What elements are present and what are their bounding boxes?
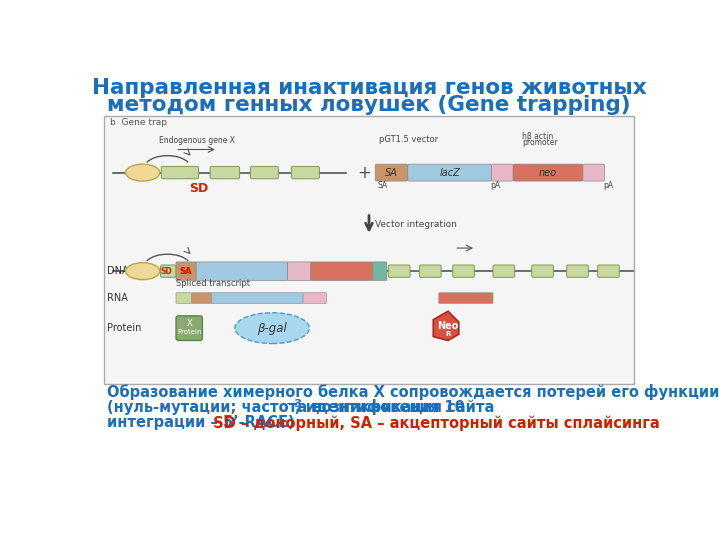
- FancyBboxPatch shape: [492, 164, 513, 181]
- FancyBboxPatch shape: [303, 293, 326, 303]
- FancyBboxPatch shape: [438, 293, 493, 303]
- Text: SA: SA: [377, 181, 387, 190]
- FancyBboxPatch shape: [176, 316, 202, 340]
- FancyBboxPatch shape: [287, 262, 311, 280]
- FancyBboxPatch shape: [532, 265, 554, 278]
- FancyBboxPatch shape: [375, 164, 408, 181]
- Text: DNA: DNA: [107, 266, 129, 276]
- FancyBboxPatch shape: [212, 293, 303, 303]
- Text: Protein: Protein: [107, 323, 141, 333]
- Text: RNA: RNA: [107, 293, 128, 303]
- FancyBboxPatch shape: [388, 265, 410, 278]
- Text: neo: neo: [539, 167, 557, 178]
- Text: Neo: Neo: [437, 321, 459, 331]
- Text: SD – донорный, SA – акцепторный сайты сплайсинга: SD – донорный, SA – акцепторный сайты сп…: [203, 415, 660, 430]
- Text: SD: SD: [189, 181, 208, 194]
- Text: (нуль-мутации; частота возникновения 10: (нуль-мутации; частота возникновения 10: [107, 400, 465, 415]
- Polygon shape: [433, 311, 459, 340]
- FancyBboxPatch shape: [176, 262, 196, 280]
- FancyBboxPatch shape: [104, 117, 634, 384]
- Ellipse shape: [235, 313, 310, 343]
- Text: −3: −3: [286, 399, 303, 409]
- Text: методом генных ловушек (Gene trapping): методом генных ловушек (Gene trapping): [107, 95, 631, 115]
- Text: Vector integration: Vector integration: [375, 220, 457, 229]
- Text: Направленная инактивация генов животных: Направленная инактивация генов животных: [91, 78, 647, 98]
- Text: SA: SA: [180, 267, 192, 275]
- FancyBboxPatch shape: [493, 265, 515, 278]
- Text: b  Gene trap: b Gene trap: [110, 118, 167, 127]
- FancyBboxPatch shape: [292, 166, 320, 179]
- Text: pA: pA: [490, 181, 500, 190]
- FancyBboxPatch shape: [513, 164, 583, 181]
- FancyBboxPatch shape: [210, 166, 240, 179]
- Text: pGT1.5 vector: pGT1.5 vector: [379, 135, 438, 144]
- FancyBboxPatch shape: [176, 293, 192, 303]
- Text: +: +: [357, 164, 372, 181]
- FancyBboxPatch shape: [373, 262, 387, 280]
- Text: X: X: [186, 319, 192, 328]
- Text: pA: pA: [603, 181, 613, 190]
- Text: Spliced transcript: Spliced transcript: [176, 279, 250, 288]
- Text: интеграции – 5’-RACE): интеграции – 5’-RACE): [107, 415, 294, 430]
- FancyBboxPatch shape: [567, 265, 588, 278]
- FancyBboxPatch shape: [161, 166, 199, 179]
- FancyBboxPatch shape: [598, 265, 619, 278]
- Text: promoter: promoter: [523, 138, 558, 147]
- FancyBboxPatch shape: [161, 265, 176, 278]
- Text: , идентификация сайта: , идентификация сайта: [294, 400, 494, 415]
- FancyBboxPatch shape: [196, 262, 287, 280]
- Text: lacZ: lacZ: [439, 167, 460, 178]
- FancyBboxPatch shape: [408, 164, 492, 181]
- Text: Образование химерного белка X сопровождается потерей его функции: Образование химерного белка X сопровожда…: [107, 384, 719, 400]
- FancyBboxPatch shape: [583, 164, 605, 181]
- FancyBboxPatch shape: [311, 262, 373, 280]
- FancyBboxPatch shape: [251, 166, 279, 179]
- Ellipse shape: [126, 262, 160, 280]
- Ellipse shape: [126, 164, 160, 181]
- FancyBboxPatch shape: [192, 293, 212, 303]
- Text: R: R: [446, 332, 451, 338]
- Text: Endogenous gene X: Endogenous gene X: [159, 136, 235, 145]
- Text: SA: SA: [180, 267, 192, 275]
- Text: β-gal: β-gal: [257, 322, 287, 335]
- Text: Protein: Protein: [177, 329, 202, 335]
- FancyBboxPatch shape: [453, 265, 474, 278]
- Text: SA: SA: [385, 167, 398, 178]
- Text: SD: SD: [161, 267, 173, 275]
- Text: hβ actin: hβ actin: [523, 132, 554, 141]
- FancyBboxPatch shape: [419, 265, 441, 278]
